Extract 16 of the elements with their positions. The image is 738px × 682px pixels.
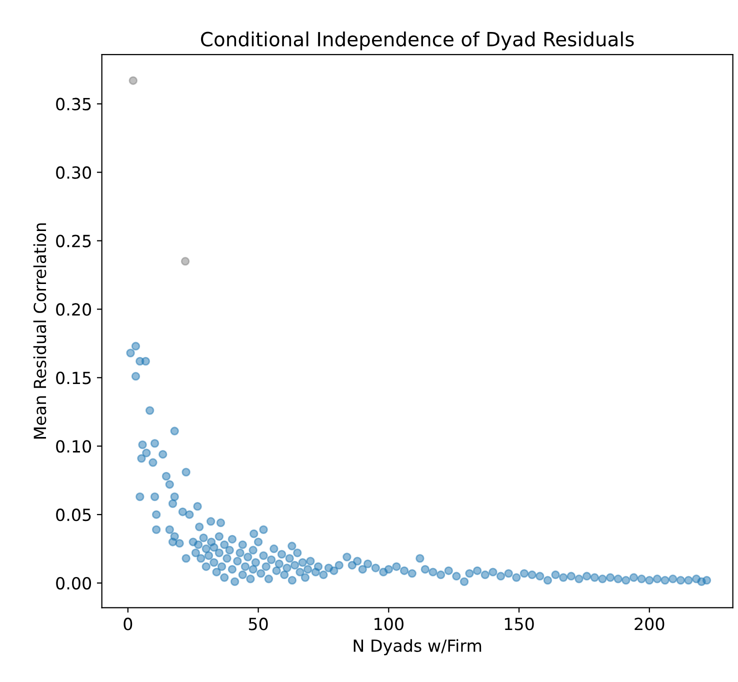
y-tick-label: 0.10 <box>56 440 92 453</box>
x-tick-label: 0 <box>124 618 132 630</box>
y-tick-label: 0.25 <box>56 234 91 248</box>
y-tick-label: 0.30 <box>56 166 92 179</box>
chart-title: Conditional Independence of Dyad Residuals <box>201 31 634 50</box>
x-tick-label: 150 <box>504 618 534 630</box>
y-tick-label: 0.35 <box>56 98 91 110</box>
y-tick-label: 0.20 <box>56 303 92 316</box>
x-tick-label: 50 <box>248 618 268 630</box>
y-tick-label: 0.15 <box>56 372 91 384</box>
x-tick-label: 200 <box>634 618 664 630</box>
y-axis-title: Mean Residual Correlation <box>33 223 46 439</box>
y-tick-label: 0.00 <box>56 576 92 590</box>
x-tick-label: 100 <box>374 618 404 630</box>
y-tick-label: 0.05 <box>56 508 91 522</box>
x-axis-title: N Dyads w/Firm <box>354 639 482 656</box>
